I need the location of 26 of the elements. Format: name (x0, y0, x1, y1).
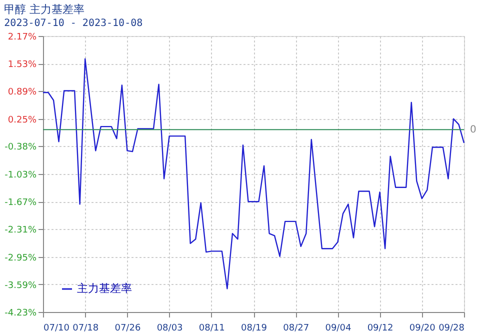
x-tick-label: 08/27 (283, 324, 310, 334)
y-tick-label: -0.38% (4, 142, 37, 152)
y-tick-label: 2.17% (8, 32, 37, 42)
legend-label: 主力基差率 (77, 282, 132, 295)
y-tick-label: -2.31% (4, 226, 37, 236)
x-tick-label: 09/28 (438, 324, 465, 334)
y-tick-label: 0.25% (8, 115, 37, 126)
x-tick-label: 07/10 (44, 324, 70, 334)
x-tick-label: 09/12 (367, 324, 394, 334)
x-tick-label: 09/20 (409, 324, 436, 334)
x-tick-label: 09/04 (325, 324, 352, 334)
chart-subtitle: 2023-07-10 - 2023-10-08 (4, 18, 143, 29)
ref-line-label: 0 (470, 124, 476, 136)
y-tick-label: -3.59% (4, 280, 37, 291)
y-tick-label: -1.03% (4, 170, 37, 180)
y-tick-label: 0.89% (8, 88, 37, 98)
y-tick-label: -1.67% (4, 198, 37, 208)
chart-title: 甲醇 主力基差率 (4, 3, 85, 16)
x-tick-label: 07/18 (72, 324, 99, 334)
x-tick-label: 08/03 (156, 324, 183, 334)
x-tick-label: 08/11 (198, 324, 225, 334)
y-tick-label: -4.23% (4, 308, 37, 318)
x-tick-label: 08/19 (241, 324, 268, 334)
y-tick-label: -2.95% (4, 253, 37, 264)
x-tick-label: 07/26 (114, 324, 141, 334)
y-tick-label: 1.53% (8, 60, 37, 70)
